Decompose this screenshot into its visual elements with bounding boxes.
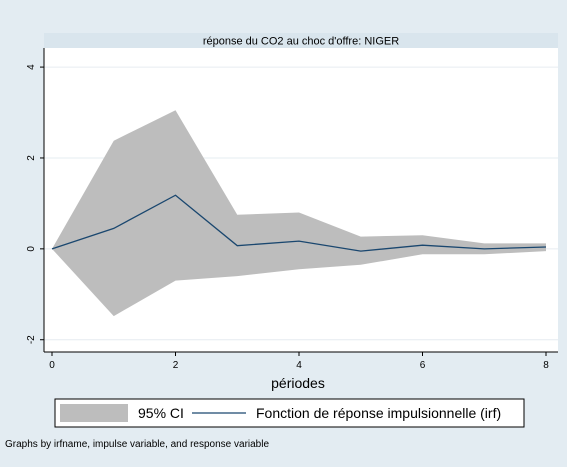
y-tick-label-2: 0 [26,246,37,252]
x-tick-label-1: 2 [173,360,179,371]
x-tick-label-3: 6 [420,360,426,371]
y-tick-label-0: 4 [26,64,37,70]
graph-note: Graphs by irfname, impulse variable, and… [5,439,269,450]
legend-irf-label: Fonction de réponse impulsionnelle (irf) [256,405,501,421]
x-tick-label-0: 0 [49,360,55,371]
x-tick-label-2: 4 [296,360,302,371]
y-tick-label-3: -2 [26,335,37,344]
x-axis-label: périodes [271,375,325,391]
x-tick-label-4: 8 [543,360,549,371]
legend: 95% CI Fonction de réponse impulsionnell… [55,399,524,427]
legend-ci-swatch [60,404,128,422]
chart-title: réponse du CO2 au choc d'offre: NIGER [203,36,399,48]
legend-ci-label: 95% CI [138,405,184,421]
y-tick-label-1: 2 [26,155,37,161]
